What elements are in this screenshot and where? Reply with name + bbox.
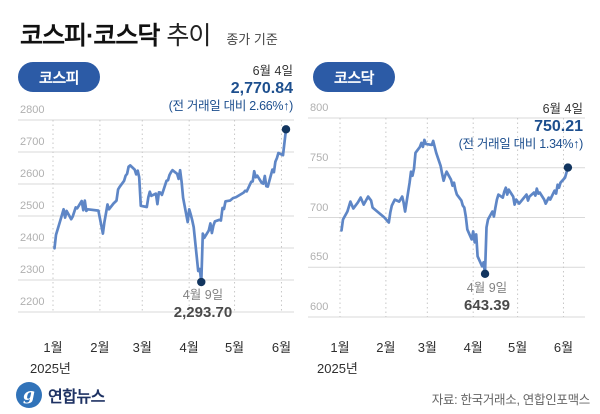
kospi-y-tick-label: 2300 [20, 264, 45, 276]
kospi-x-tick-label: 2월 [90, 340, 110, 355]
kosdaq-x-tick-label: 4월 [463, 340, 483, 355]
kosdaq-price-line [340, 138, 570, 276]
kosdaq-x-tick-label: 5월 [507, 340, 528, 355]
kospi-y-tick-label: 2700 [20, 136, 45, 148]
kospi-x-axis-year: 2025년 [30, 361, 71, 376]
kospi-peak-value: 2,770.84 [230, 80, 293, 97]
header: 코스피·코스닥 추이 종가 기준 [20, 16, 278, 52]
yonhap-logo-icon: g [16, 382, 42, 408]
kosdaq-peak-change: (전 거래일 대비 1.34%↑) [458, 137, 584, 151]
kospi-trough-date: 4월 9일 [182, 288, 224, 302]
kospi-x-tick-label: 5월 [224, 340, 245, 355]
kosdaq-badge: 코스닥 [313, 62, 395, 92]
yonhap-logo-text: 연합뉴스 [48, 389, 105, 406]
kosdaq-x-tick-label: 6월 [553, 340, 574, 355]
kospi-peak-annotation: 6월 4일 2,770.84 (전 거래일 대비 2.66%↑) [73, 63, 294, 115]
kospi-trough-annotation: 4월 9일 2,293.70 [128, 287, 278, 322]
kospi-trough-dot [197, 277, 206, 287]
kosdaq-peak-date: 6월 4일 [542, 102, 583, 116]
kosdaq-y-tick-label: 600 [310, 301, 329, 313]
kospi-y-tick-label: 2800 [20, 104, 45, 116]
kospi-peak-change: (전 거래일 대비 2.66%↑) [168, 99, 294, 113]
kosdaq-peak-annotation: 6월 4일 750.21 (전 거래일 대비 1.34%↑) [353, 101, 584, 153]
kospi-badge: 코스피 [18, 62, 100, 92]
kospi-x-tick-label: 6월 [271, 340, 292, 355]
page-title: 코스피·코스닥 [20, 22, 160, 50]
kospi-y-tick-label: 2500 [20, 200, 45, 212]
kosdaq-x-tick-label: 1월 [330, 340, 350, 355]
kosdaq-x-axis-year: 2025년 [317, 361, 358, 376]
kosdaq-y-tick-label: 750 [310, 151, 329, 164]
kosdaq-trough-dot [480, 269, 490, 279]
kospi-endpoint-dot [281, 125, 291, 134]
kosdaq-peak-value: 750.21 [534, 118, 583, 135]
kospi-x-tick-label: 3월 [132, 340, 152, 355]
kosdaq-trough-date: 4월 9일 [466, 281, 508, 295]
kosdaq-trough-value: 643.39 [464, 297, 510, 314]
page-subtitle: 종가 기준 [226, 32, 278, 47]
kospi-y-tick-label: 2600 [20, 168, 45, 180]
kospi-x-tick-label: 1월 [43, 340, 63, 355]
yonhap-logo: g 연합뉴스 [16, 382, 105, 408]
kospi-trough-value: 2,293.70 [173, 304, 233, 321]
kosdaq-y-tick-label: 800 [310, 102, 329, 114]
kospi-x-tick-label: 4월 [179, 340, 199, 355]
kospi-price-line [53, 127, 288, 284]
kospi-y-tick-label: 2400 [20, 232, 45, 244]
kosdaq-endpoint-dot [563, 163, 573, 172]
kospi-y-tick-label: 2200 [20, 296, 45, 308]
kosdaq-y-tick-label: 650 [310, 251, 329, 264]
data-source-credit: 자료: 한국거래소, 연합인포맥스 [431, 393, 591, 407]
kosdaq-x-tick-label: 2월 [376, 340, 396, 355]
kosdaq-y-tick-label: 700 [310, 201, 329, 214]
kosdaq-trough-annotation: 4월 9일 643.39 [412, 280, 562, 315]
kosdaq-x-tick-label: 3월 [417, 340, 437, 355]
page-title-suffix: 추이 [166, 22, 211, 50]
kospi-peak-date: 6월 4일 [252, 64, 293, 78]
